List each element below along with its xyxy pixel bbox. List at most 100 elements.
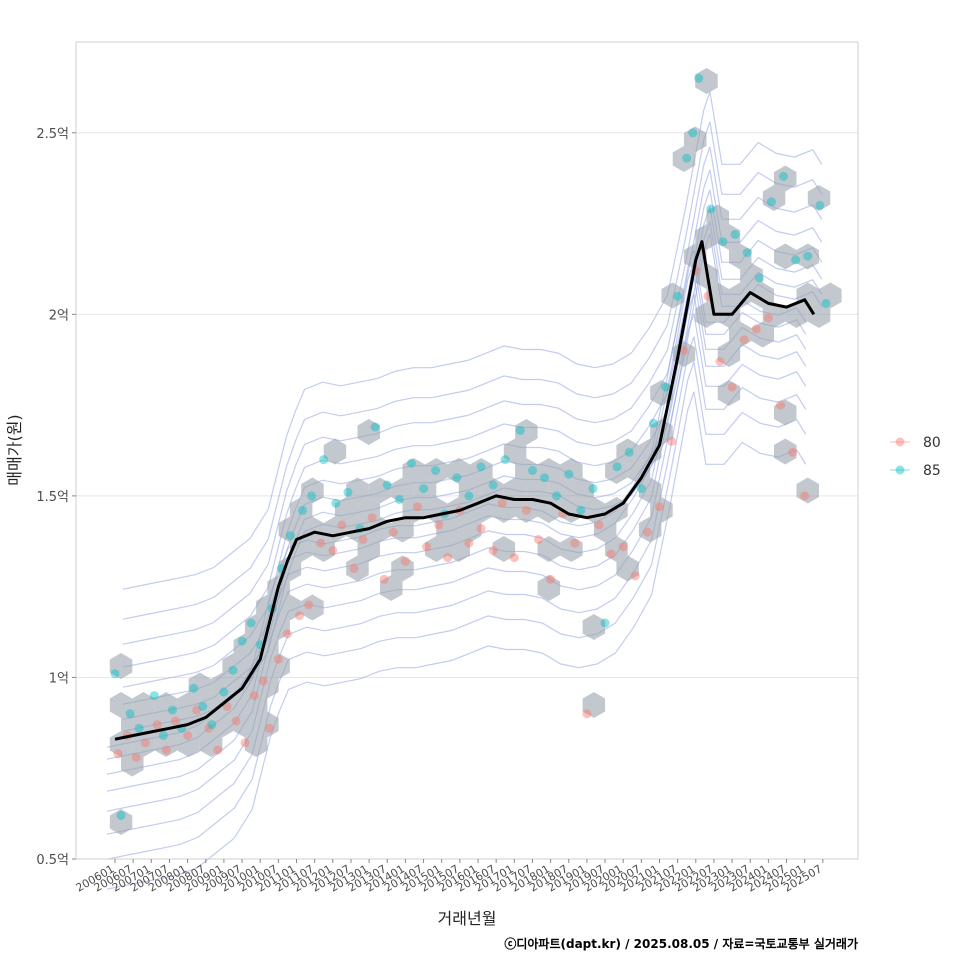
hexbin [751,321,774,348]
data-point-85 [673,291,683,301]
hexbin [762,302,786,328]
hexbin [301,477,324,504]
data-point-85 [116,810,126,820]
data-point-85 [419,484,429,494]
legend-key-point [895,465,905,475]
data-point-85 [528,466,537,475]
data-point-80 [222,702,232,711]
hexbin [278,555,302,582]
y-tick-label: 0.5억 [36,853,69,868]
trend-line [114,240,816,741]
hexbin [323,438,347,465]
data-point-85 [198,702,208,711]
hexbin [796,243,819,270]
data-point-80 [570,538,580,548]
y-tick-label: 1억 [49,671,69,686]
data-point-80 [304,600,314,610]
hexbin [244,731,268,757]
data-point-85 [394,495,404,504]
hexbin [109,692,133,718]
data-point-80 [521,505,531,515]
hexbin [582,692,606,718]
data-point-85 [331,498,341,508]
hexbin [807,302,831,328]
data-point-80 [497,498,507,508]
data-point-85 [370,422,380,432]
hexbin [537,575,561,601]
hexbin [334,497,358,523]
data-point-80 [337,520,347,530]
data-point-80 [316,538,326,548]
hexbin [582,614,606,640]
hexbin [244,692,268,718]
hexbin [436,516,459,543]
data-point-85 [718,237,728,247]
hexbin [515,458,538,484]
hexbin [244,614,268,640]
data-point-85 [706,204,716,214]
data-point-80 [534,535,543,544]
hexbin [560,536,583,562]
hexbin [503,438,527,465]
data-point-85 [319,455,329,465]
data-point-80 [231,716,241,726]
data-point-80 [349,564,359,573]
hexbin [650,497,673,523]
hexbin [447,458,470,484]
hexbin [537,497,561,523]
data-point-85 [219,687,229,697]
hexbin [391,555,414,582]
hexbin [807,185,831,211]
hexbin [683,243,707,270]
data-point-85 [694,73,704,83]
data-point-85 [742,248,752,258]
data-point-80 [213,745,223,755]
scatter-points [110,73,831,820]
data-point-85 [624,447,634,457]
hexbin [447,536,470,562]
data-point-85 [515,426,525,435]
caption: ⓒ디아파트(dapt.kr) / 2025.08.05 / 자료=국토교통부 실… [504,936,858,951]
data-point-85 [207,720,217,730]
data-point-80 [161,745,171,755]
hexbin [774,438,797,465]
data-point-85 [612,462,622,472]
data-point-80 [594,520,604,530]
legend-key-point [895,437,905,447]
data-point-80 [328,545,338,555]
data-point-85 [110,669,120,679]
hexbin [740,263,763,289]
hexbin [166,711,189,738]
density-contour [106,336,807,835]
data-point-85 [149,691,159,701]
hexbin [515,419,538,445]
hexbin [357,536,380,562]
hexbin [368,477,392,504]
density-contour [122,146,823,645]
hexbin [492,536,516,562]
hexbin [357,419,380,445]
hexbin [121,750,144,777]
hexbin [537,536,561,562]
hexbin [199,692,223,718]
hexbin [627,458,651,484]
data-point-80 [379,574,389,584]
data-point-85 [464,491,474,501]
hexbin [121,711,144,738]
hexbin-layer [109,68,842,835]
hexbin [425,458,448,484]
density-contour [106,391,807,890]
data-point-80 [171,716,180,726]
hexbin [154,731,178,757]
hexbin [638,438,662,465]
data-point-80 [751,324,761,334]
data-point-80 [630,571,640,581]
trend-line-layer [114,240,816,741]
data-point-80 [618,542,628,552]
y-tick-label: 2.5억 [36,127,69,142]
hexbin [132,692,155,718]
data-point-80 [606,549,616,559]
data-point-80 [739,335,749,345]
data-point-85 [246,618,256,628]
